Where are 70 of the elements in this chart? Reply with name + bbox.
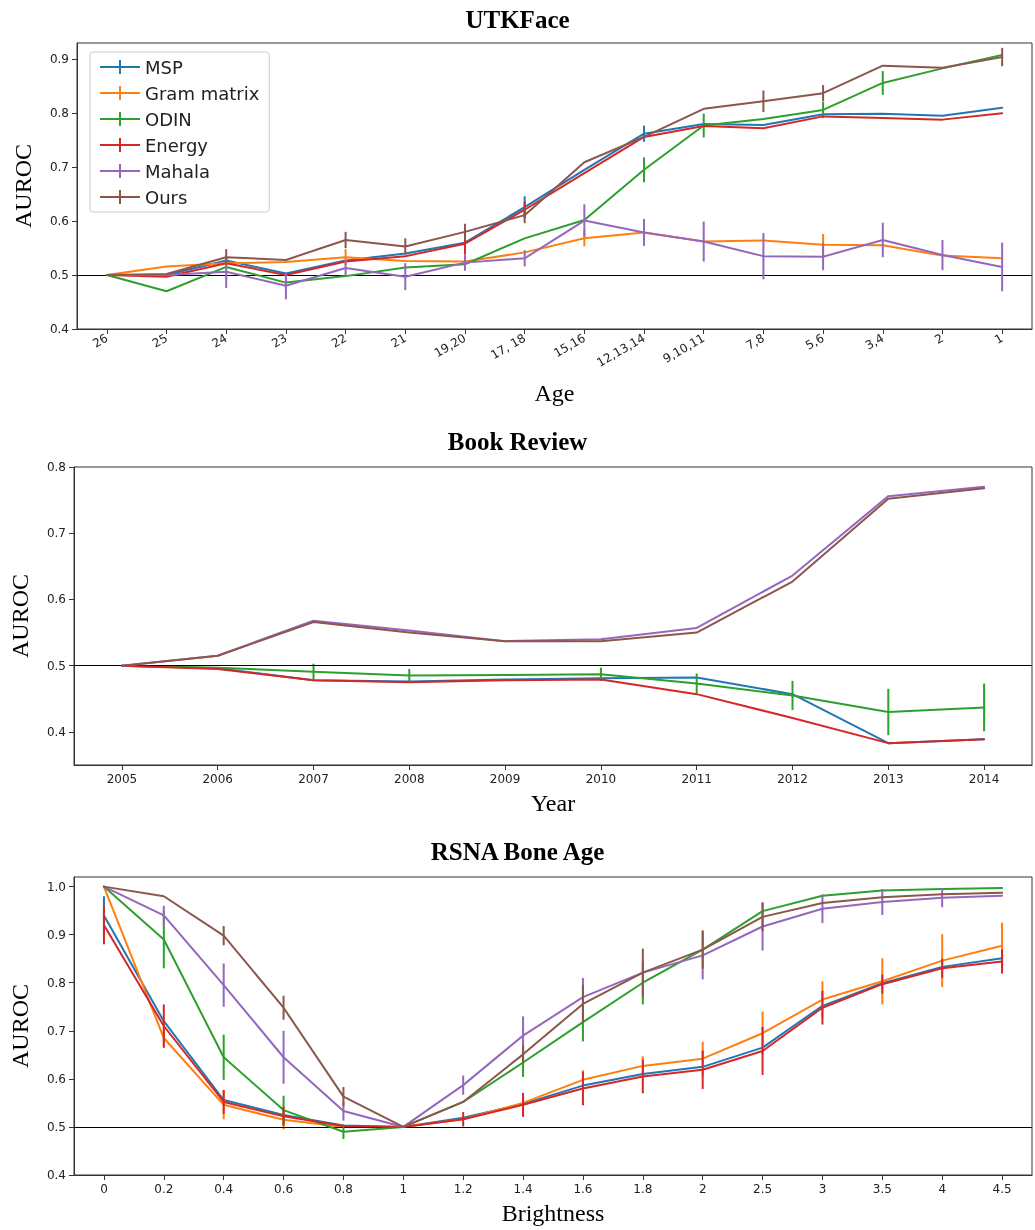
chart-title: Book Review	[447, 428, 588, 455]
x-tick-label: 17, 18	[488, 330, 529, 363]
y-axis-title: AUROC	[10, 143, 36, 229]
x-tick-label: 2014	[968, 772, 1000, 786]
x-tick-label: 1	[399, 1182, 408, 1196]
x-tick-label: 22	[328, 330, 350, 351]
x-tick-label: 2008	[394, 772, 425, 786]
x-tick-label: 1.2	[453, 1182, 473, 1196]
x-tick-label: 24	[209, 330, 230, 351]
x-tick-label: 25	[149, 330, 171, 351]
x-tick-label: 0.4	[214, 1182, 234, 1196]
y-tick-label: 0.4	[46, 724, 66, 739]
y-tick-label: 1.0	[46, 879, 66, 894]
x-tick-label: 21	[388, 330, 409, 351]
y-tick-label: 0.5	[46, 658, 66, 673]
y-tick-label: 0.8	[49, 106, 69, 121]
x-tick-label: 2	[698, 1182, 707, 1196]
y-tick-label: 0.6	[46, 592, 66, 607]
x-axis-title: Year	[530, 790, 576, 816]
x-tick-label: 2.5	[753, 1182, 773, 1196]
x-tick-label: 3,4	[862, 330, 887, 353]
y-tick-label: 0.5	[46, 1119, 66, 1134]
y-tick-label: 0.8	[46, 975, 66, 990]
x-tick-label: 0.6	[274, 1182, 294, 1196]
y-tick-label: 0.4	[46, 1168, 66, 1182]
y-tick-label: 0.8	[46, 460, 66, 474]
x-tick-label: 0	[100, 1182, 108, 1196]
y-tick-label: 0.9	[49, 52, 69, 67]
x-tick-label: 0.2	[154, 1182, 174, 1196]
x-tick-label: 23	[269, 330, 290, 351]
x-axis-title: Age	[534, 380, 575, 406]
legend-label: MSP	[145, 56, 183, 78]
x-tick-label: 2005	[106, 772, 138, 786]
x-tick-label: 1.6	[573, 1182, 593, 1196]
y-tick-label: 0.7	[49, 160, 69, 175]
x-tick-label: 2006	[202, 772, 233, 786]
y-tick-label: 0.6	[46, 1071, 66, 1086]
x-tick-label: 4	[938, 1182, 947, 1196]
legend-label: Ours	[145, 186, 188, 208]
y-tick-label: 0.7	[46, 1023, 66, 1038]
legend-label: ODIN	[145, 108, 192, 130]
y-axis-title: AUROC	[7, 573, 33, 659]
x-tick-label: 4.5	[992, 1182, 1012, 1196]
x-axis-title: Brightness	[501, 1200, 605, 1226]
x-tick-label: 1.4	[513, 1182, 533, 1196]
x-tick-label: 26	[90, 330, 111, 351]
y-tick-label: 0.9	[46, 927, 66, 942]
y-tick-label: 0.6	[49, 214, 69, 229]
x-tick-label: 5,6	[803, 330, 827, 353]
x-tick-label: 3	[818, 1182, 827, 1196]
x-tick-label: 2012	[777, 772, 808, 786]
x-tick-label: 7,8	[743, 330, 767, 353]
x-tick-label: 2010	[585, 772, 617, 786]
chart-title: UTKFace	[465, 6, 570, 33]
x-tick-label: 2011	[681, 772, 712, 786]
y-tick-label: 0.7	[46, 526, 66, 541]
x-tick-label: 2007	[298, 772, 329, 786]
y-axis-title: AUROC	[7, 983, 33, 1069]
x-tick-label: 2013	[873, 772, 904, 786]
legend-label: Energy	[145, 134, 209, 156]
legend-label: Mahala	[145, 160, 211, 182]
x-tick-label: 1	[992, 330, 1006, 347]
chart-title: RSNA Bone Age	[430, 838, 605, 865]
y-tick-label: 0.5	[49, 268, 69, 283]
x-tick-label: 2009	[489, 772, 521, 786]
x-tick-label: 3.5	[872, 1182, 892, 1196]
x-tick-label: 0.8	[333, 1182, 353, 1196]
legend-label: Gram matrix	[145, 82, 260, 104]
x-tick-label: 2	[932, 330, 946, 347]
x-tick-label: 1.8	[633, 1182, 653, 1196]
